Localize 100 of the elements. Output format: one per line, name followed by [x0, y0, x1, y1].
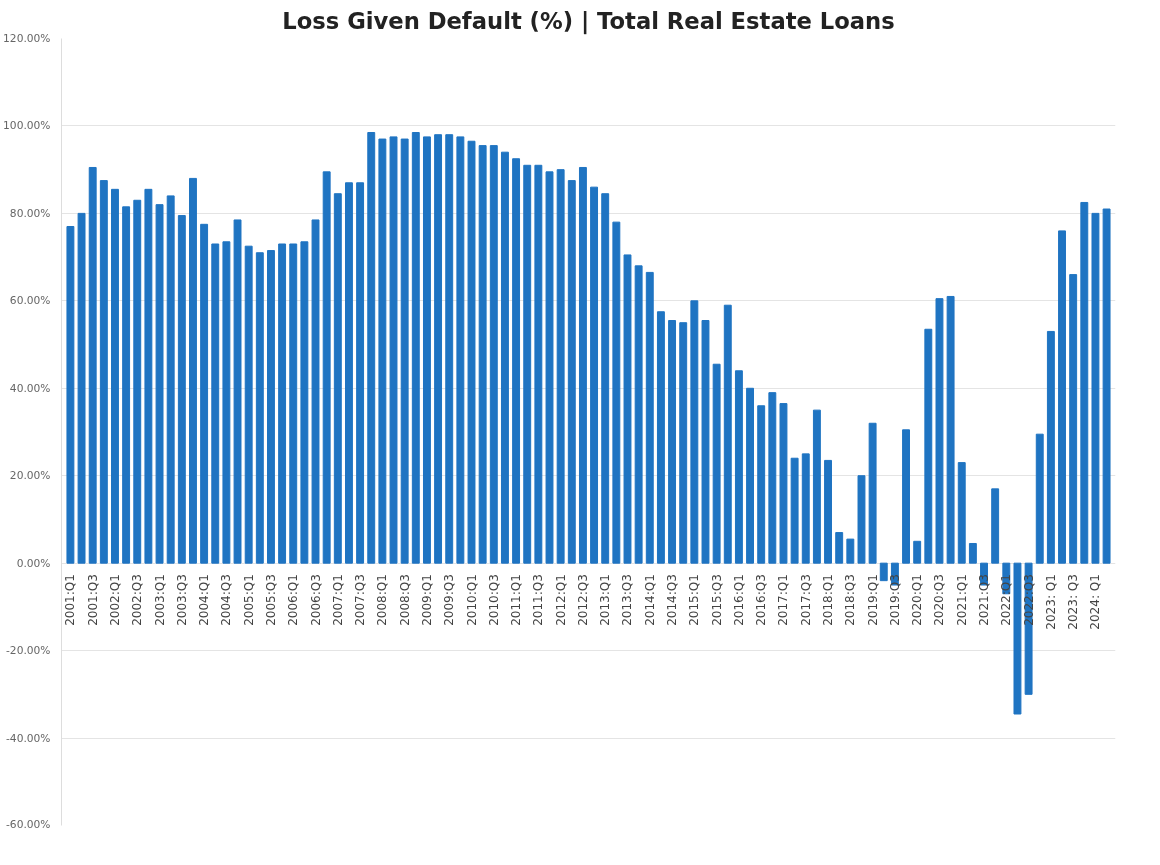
chart-title: Loss Given Default (%) | Total Real Estate Loans	[282, 7, 895, 35]
y-tick-label: 100.00%	[3, 119, 51, 133]
bar	[790, 457, 799, 564]
bar	[177, 215, 186, 564]
bar	[422, 136, 431, 564]
bar	[734, 370, 743, 564]
bar	[634, 265, 643, 564]
x-tick-label: 2024: Q1	[1088, 574, 1103, 630]
bar	[300, 241, 309, 564]
x-tick-label: 2016:Q3	[754, 574, 769, 626]
bar	[88, 166, 97, 564]
bar	[690, 300, 699, 564]
bar	[846, 538, 855, 564]
bar	[1035, 433, 1044, 564]
bar	[567, 180, 576, 564]
bar	[935, 298, 944, 564]
x-tick-label: 2016:Q1	[731, 574, 746, 626]
bar	[367, 132, 376, 564]
x-tick-label: 2011:Q3	[531, 574, 546, 626]
x-tick-label: 2013:Q1	[598, 574, 613, 626]
bar	[255, 252, 264, 564]
bar	[378, 138, 387, 564]
bar	[534, 164, 543, 564]
bar	[1069, 274, 1078, 564]
bar	[623, 254, 632, 564]
x-tick-label: 2004:Q3	[219, 574, 234, 626]
x-tick-label: 2012:Q3	[575, 574, 590, 626]
bar	[166, 195, 175, 564]
bar	[712, 363, 721, 564]
bar	[746, 387, 755, 564]
bar	[111, 188, 119, 564]
bar	[523, 164, 532, 564]
bar	[311, 219, 320, 564]
x-tick-label: 2007:Q3	[353, 574, 368, 626]
bar	[545, 171, 554, 564]
bar	[478, 145, 487, 564]
bar	[289, 243, 298, 564]
bar	[99, 180, 108, 564]
x-tick-label: 2004:Q1	[197, 574, 212, 626]
bar	[590, 186, 599, 564]
bar	[779, 403, 788, 564]
bar	[645, 271, 654, 564]
y-tick-label: 0.00%	[16, 556, 51, 570]
bar	[66, 226, 75, 564]
bar	[1091, 212, 1100, 564]
x-tick-label: 2020:Q1	[910, 574, 925, 626]
x-tick-label: 2010:Q3	[486, 574, 501, 626]
x-tick-label: 2009:Q1	[419, 574, 434, 626]
bar	[656, 311, 665, 564]
bar	[333, 193, 342, 564]
bar	[445, 134, 454, 564]
bar	[868, 422, 877, 564]
x-tick-label: 2002:Q3	[130, 574, 145, 626]
x-tick-label: 2020:Q3	[932, 574, 947, 626]
x-tick-label: 2013:Q3	[620, 574, 635, 626]
x-tick-label: 2008:Q1	[375, 574, 390, 626]
x-tick-label: 2023: Q3	[1066, 574, 1081, 630]
x-tick-label: 2010:Q1	[464, 574, 479, 626]
bar	[456, 136, 465, 564]
bar	[824, 459, 832, 564]
bar	[467, 140, 476, 564]
bar	[879, 562, 888, 582]
bar	[924, 328, 933, 564]
x-tick-label: 2015:Q3	[709, 574, 724, 626]
x-tick-label: 2012:Q1	[553, 574, 568, 626]
y-tick-label: -40.00%	[6, 731, 51, 745]
bar	[723, 304, 732, 564]
y-tick-label: -60.00%	[6, 817, 51, 831]
bar	[512, 158, 521, 564]
bar	[244, 245, 253, 564]
y-tick-label: 60.00%	[9, 294, 51, 308]
bar	[902, 429, 910, 564]
y-tick-label: -20.00%	[6, 644, 51, 658]
x-tick-label: 2018:Q1	[821, 574, 836, 626]
bar	[812, 409, 821, 564]
bar	[946, 295, 955, 564]
bar	[411, 132, 420, 564]
x-tick-label: 2001:Q1	[63, 574, 78, 626]
bar	[211, 243, 220, 564]
bar	[1058, 230, 1066, 564]
x-tick-label: 2022:Q3	[1021, 574, 1036, 626]
bar	[133, 199, 142, 564]
x-tick-label: 2008:Q3	[397, 574, 412, 626]
x-tick-label: 2007:Q1	[330, 574, 345, 626]
bar	[144, 188, 153, 564]
x-tick-label: 2015:Q1	[687, 574, 702, 626]
x-tick-label: 2023: Q1	[1043, 574, 1058, 630]
bar	[1102, 208, 1111, 564]
y-tick-label: 80.00%	[9, 206, 51, 220]
bar	[1046, 330, 1055, 564]
bar	[345, 182, 353, 564]
x-tick-label: 2002:Q1	[107, 574, 122, 626]
bar	[434, 134, 443, 564]
x-tick-label: 2006:Q1	[286, 574, 301, 626]
bar	[389, 136, 398, 564]
bar	[189, 177, 197, 564]
x-tick-label: 2014:Q3	[665, 574, 680, 626]
x-tick-label: 2018:Q3	[843, 574, 858, 626]
bar	[701, 320, 710, 564]
bar	[578, 166, 587, 564]
